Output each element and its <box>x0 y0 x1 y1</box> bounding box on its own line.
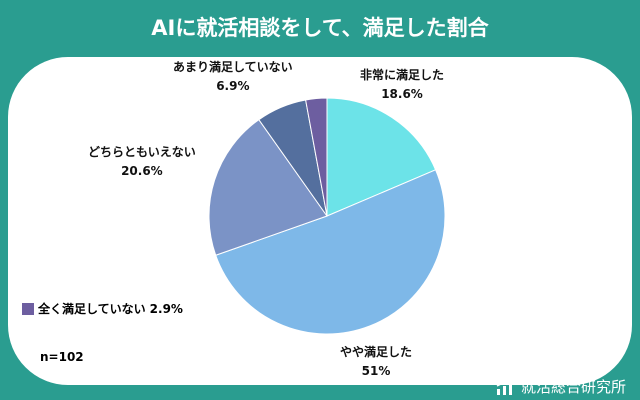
sample-size: n=102 <box>40 350 84 364</box>
bar-chart-icon <box>496 378 516 395</box>
pie-slice <box>305 97 328 217</box>
label-somewhat-satisfied: やや満足した 51% <box>340 345 413 378</box>
legend-not-satisfied: 全く満足していない 2.9% <box>22 300 183 317</box>
label-not-very-satisfied: あまり満足していない 6.9% <box>173 60 293 93</box>
label-neutral: どちらともいえない 20.6% <box>88 145 196 178</box>
chart-title: AIに就活相談をして、満足した割合 <box>151 16 489 40</box>
pie-slice <box>326 97 437 217</box>
legend-value: 2.9% <box>149 301 183 316</box>
pie-slice <box>208 118 328 256</box>
pie-slice <box>215 169 446 335</box>
legend-swatch <box>22 302 34 315</box>
label-very-satisfied: 非常に満足した 18.6% <box>360 68 445 101</box>
brand-name: 就活総合研究所 <box>520 378 626 396</box>
legend-label: 全く満足していない <box>38 302 146 316</box>
brand-logo: 就活総合研究所 <box>496 376 626 397</box>
